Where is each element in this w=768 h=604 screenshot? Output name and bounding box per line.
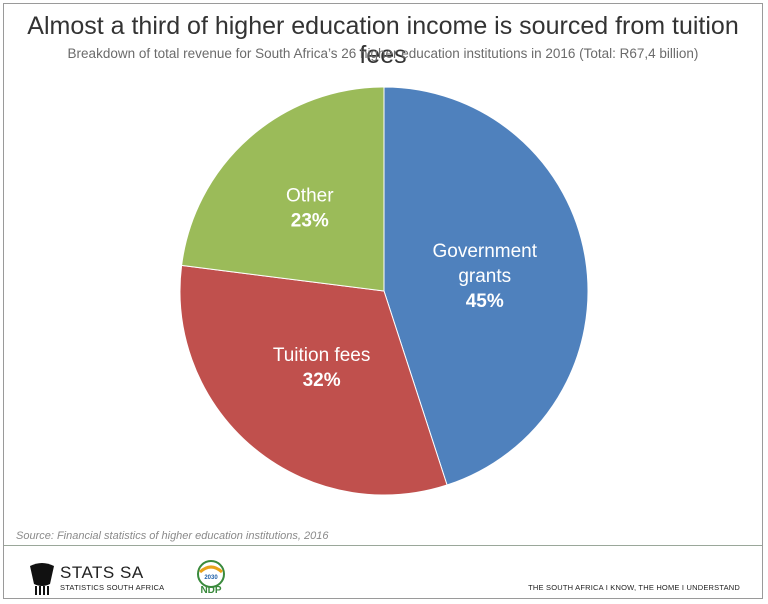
chart-subtitle: Breakdown of total revenue for South Afr… <box>67 46 699 61</box>
pie-chart: Government grants 45% Tuition fees 32% Other 2… <box>179 86 589 496</box>
footer: STATS SA STATISTICS SOUTH AFRICA 2030 ND… <box>4 545 762 601</box>
slice-value-label: 45% <box>466 291 504 312</box>
ndp-year-text: 2030 <box>204 575 218 581</box>
ndp-text: NDP <box>200 585 221 596</box>
logo-sub-text: STATISTICS SOUTH AFRICA <box>60 583 165 592</box>
source-note: Source: Financial statistics of higher e… <box>16 530 329 542</box>
slice-value-label: 32% <box>303 370 341 391</box>
slice-value-label: 23% <box>291 210 329 231</box>
infographic-frame: Almost a third of higher education incom… <box>3 3 763 599</box>
pie-slice-other <box>181 86 385 292</box>
logo-main-text: STATS SA <box>60 563 144 582</box>
slice-label: Other <box>286 185 334 206</box>
pie-slice-government-grants <box>383 86 589 486</box>
ndp-logo-icon: 2030 NDP <box>197 560 225 596</box>
stats-sa-logo: STATS SA STATISTICS SOUTH AFRICA <box>28 562 188 596</box>
chart-title: Almost a third of higher education incom… <box>27 12 739 69</box>
pie-slice-tuition-fees <box>179 264 448 496</box>
slice-label: Tuition fees <box>273 345 371 366</box>
slice-label: grants <box>458 266 511 287</box>
stats-sa-emblem-icon <box>30 563 54 595</box>
slice-label: Government <box>432 241 537 262</box>
tagline: THE SOUTH AFRICA I KNOW, THE HOME I UNDE… <box>528 583 740 592</box>
